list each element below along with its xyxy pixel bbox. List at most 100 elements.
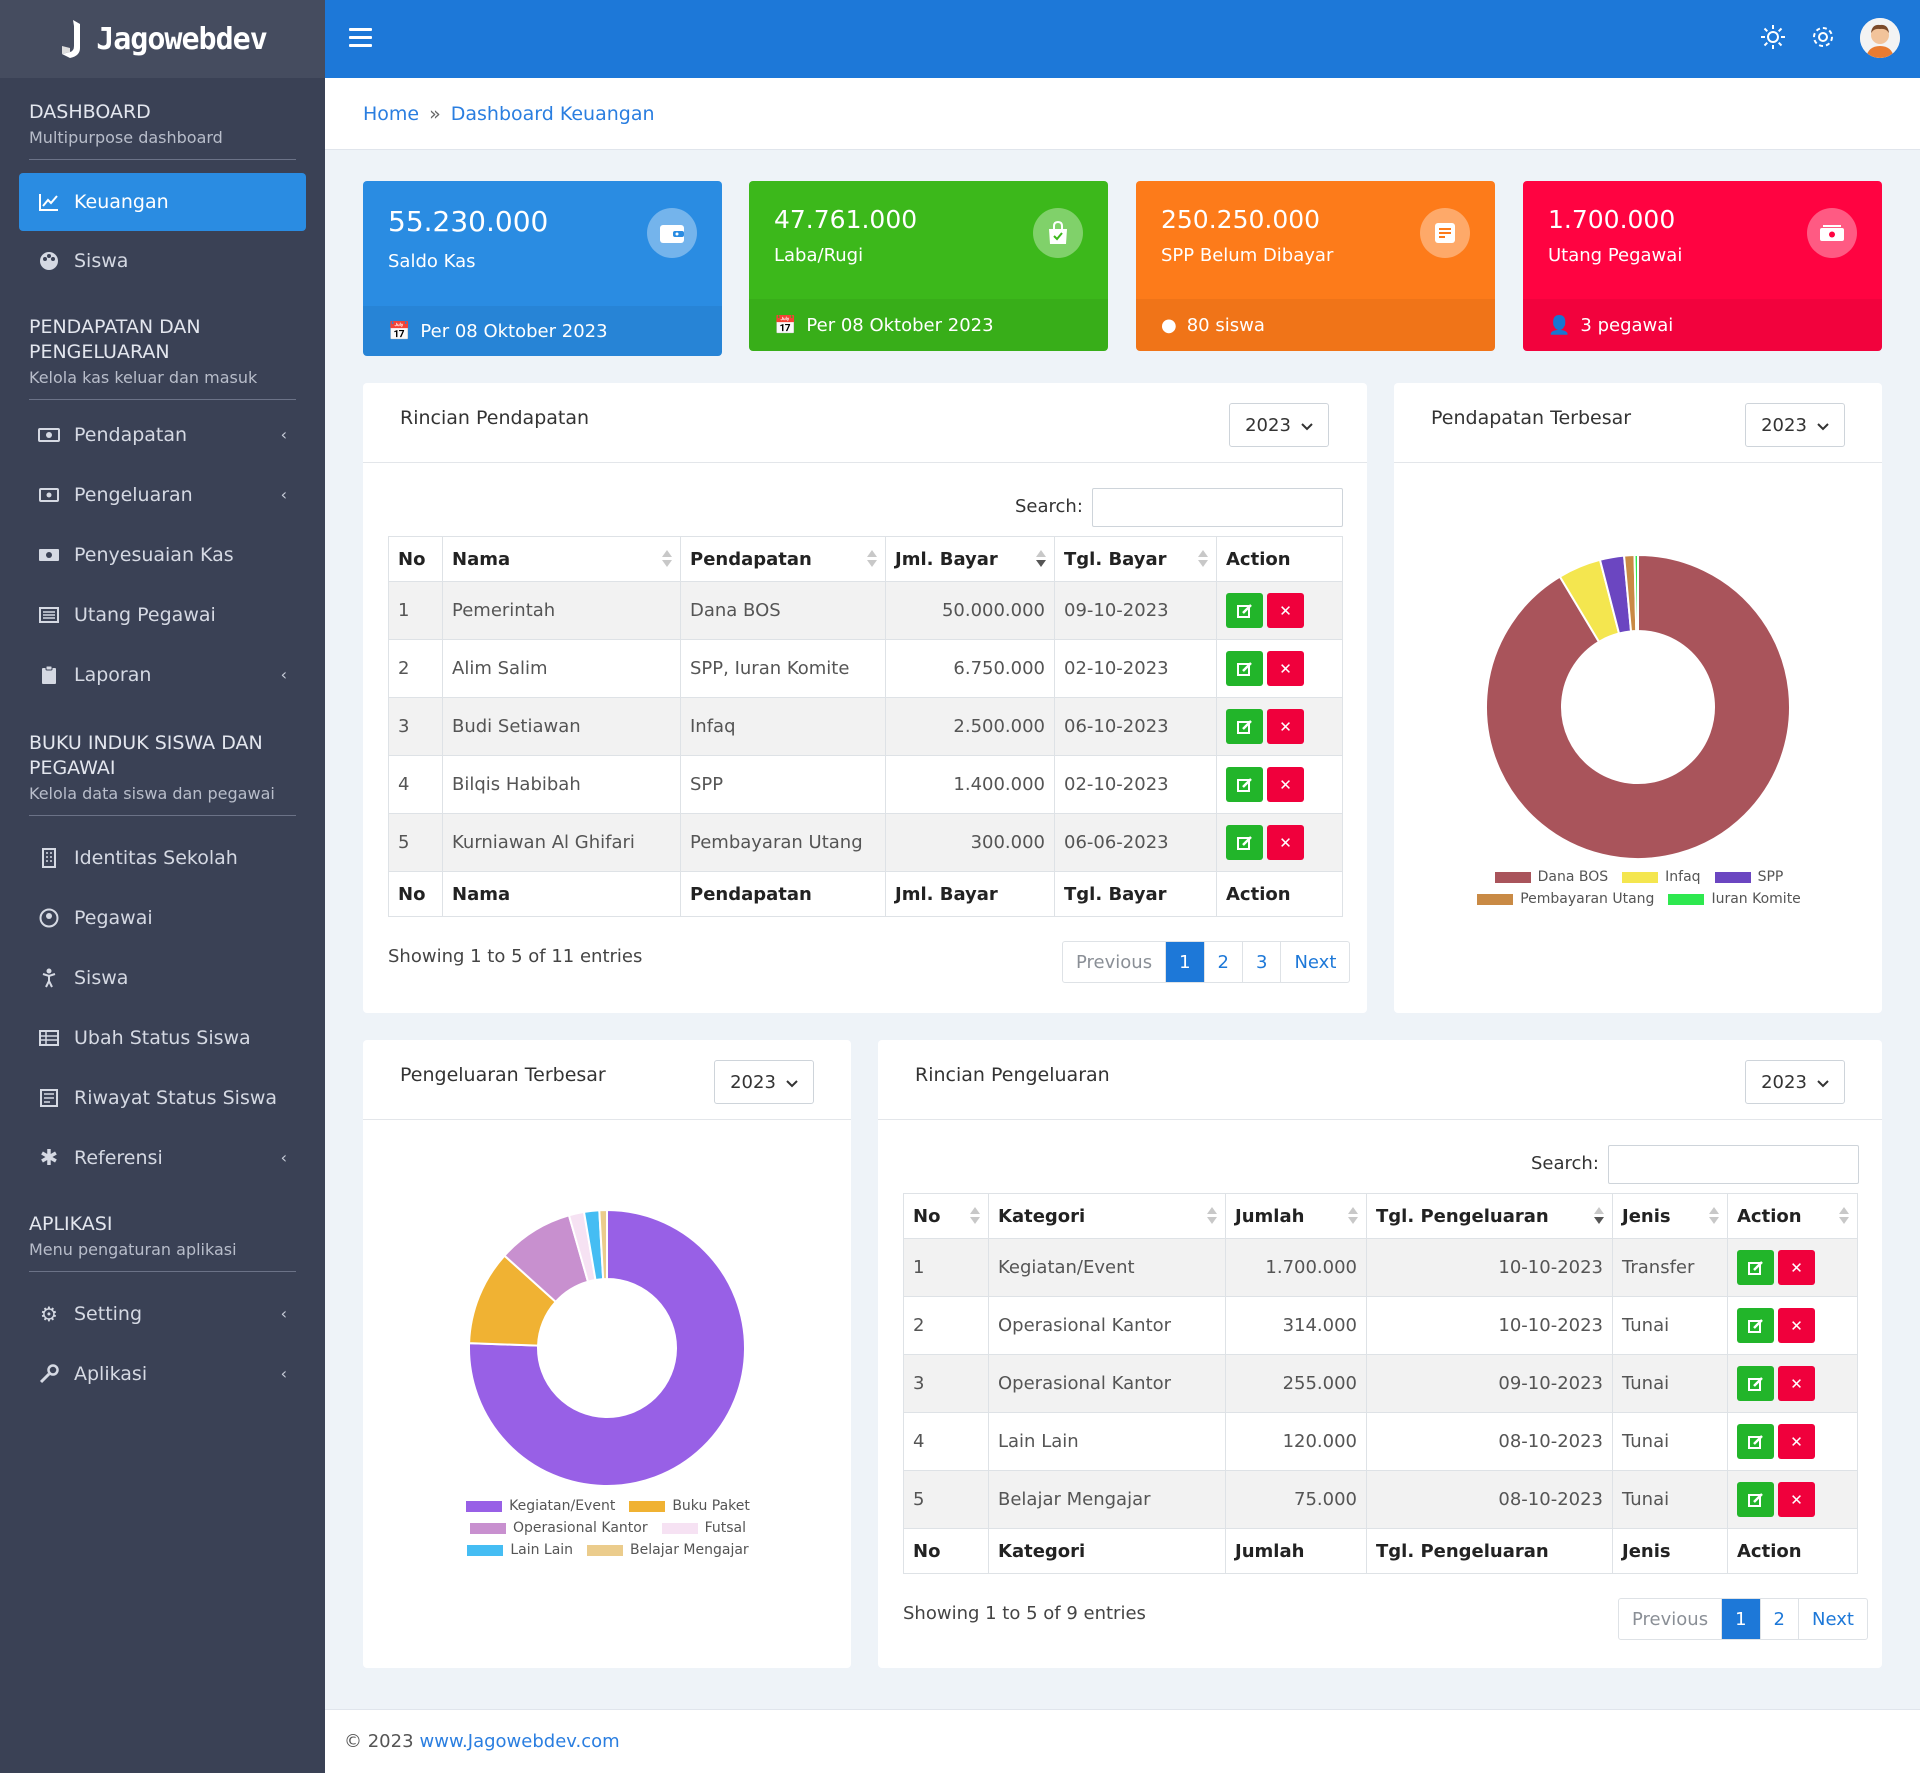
table-cell: SPP [680, 755, 886, 814]
delete-button[interactable]: ✕ [1267, 651, 1304, 686]
chart-slice-iuran-komite[interactable] [1633, 553, 1639, 633]
action-cell: ✕ [1216, 697, 1343, 756]
column-header[interactable]: Tgl. Bayar [1054, 536, 1217, 582]
year-select[interactable]: 2023 [1745, 403, 1845, 447]
hamburger-menu-icon[interactable] [349, 28, 372, 48]
pagination-previous[interactable]: Previous [1632, 1608, 1709, 1630]
column-header[interactable]: Kategori [988, 1193, 1226, 1239]
table-cell: Dana BOS [680, 581, 886, 640]
delete-button[interactable]: ✕ [1778, 1366, 1815, 1401]
sidebar-item-utang-pegawai[interactable]: Utang Pegawai [0, 585, 325, 645]
sidebar-item-pengeluaran[interactable]: Pengeluaran ‹ [0, 465, 325, 525]
sidebar-item-riwayat-status-siswa[interactable]: Riwayat Status Siswa [0, 1068, 325, 1128]
avatar[interactable] [1860, 18, 1900, 58]
sidebar-item-penyesuaian-kas[interactable]: Penyesuaian Kas [0, 525, 325, 585]
edit-button[interactable] [1737, 1250, 1774, 1285]
gear-icon[interactable] [1810, 24, 1836, 54]
legend-item[interactable]: Iuran Komite [1668, 891, 1801, 907]
pagination-next[interactable]: Next [1797, 1599, 1867, 1639]
sun-icon[interactable] [1760, 24, 1786, 54]
legend-item[interactable]: Buku Paket [629, 1498, 750, 1514]
breadcrumb-home-link[interactable]: Home [363, 102, 420, 125]
sidebar-item-aplikasi[interactable]: Aplikasi ‹ [0, 1344, 325, 1404]
chart-slice-dana-bos[interactable] [1485, 553, 1791, 860]
delete-button[interactable]: ✕ [1267, 709, 1304, 744]
search-input[interactable] [1608, 1145, 1859, 1184]
delete-button[interactable]: ✕ [1267, 825, 1304, 860]
edit-button[interactable] [1737, 1424, 1774, 1459]
legend-item[interactable]: Belajar Mengajar [587, 1542, 749, 1558]
pagination-page[interactable]: 1 [1165, 942, 1204, 982]
edit-button[interactable] [1226, 825, 1263, 860]
column-header[interactable]: Jenis [1612, 1193, 1728, 1239]
edit-button[interactable] [1737, 1366, 1774, 1401]
sidebar-item-identitas-sekolah[interactable]: Identitas Sekolah [0, 828, 325, 888]
column-header[interactable]: Jumlah [1225, 1193, 1367, 1239]
edit-button[interactable] [1737, 1308, 1774, 1343]
legend-swatch [466, 1500, 503, 1512]
delete-button[interactable]: ✕ [1778, 1250, 1815, 1285]
pagination-next[interactable]: Next [1280, 942, 1349, 982]
pagination-page[interactable]: 2 [1759, 1599, 1798, 1639]
action-cell: ✕ [1727, 1354, 1858, 1413]
brand[interactable]: Jagowebdev [0, 0, 325, 78]
chart-slice-belajar-mengajar[interactable] [598, 1208, 608, 1281]
legend-item[interactable]: Lain Lain [467, 1542, 573, 1558]
pagination-previous[interactable]: Previous [1076, 951, 1153, 973]
search-input[interactable] [1092, 488, 1343, 527]
legend-item[interactable]: Dana BOS [1494, 869, 1608, 885]
sidebar-item-laporan[interactable]: Laporan ‹ [0, 645, 325, 705]
footer-link[interactable]: www.Jagowebdev.com [419, 1731, 620, 1752]
stat-card-laba-rugi[interactable]: 47.761.000 Laba/Rugi 📅 Per 08 Oktober 20… [749, 181, 1108, 351]
year-select[interactable]: 2023 [1229, 403, 1329, 447]
column-header[interactable]: Nama [442, 536, 681, 582]
chart-slice-kegiatan-event[interactable] [468, 1208, 746, 1487]
legend-item[interactable]: Pembayaran Utang [1477, 891, 1654, 907]
legend-swatch [1494, 871, 1531, 883]
edit-button[interactable] [1226, 767, 1263, 802]
sidebar-item-siswa-dashboard[interactable]: Siswa [0, 231, 325, 291]
pagination-page[interactable]: 2 [1203, 942, 1242, 982]
stat-card-saldo-kas[interactable]: 55.230.000 Saldo Kas 📅 Per 08 Oktober 20… [363, 181, 722, 356]
sidebar-item-ubah-status-siswa[interactable]: Ubah Status Siswa [0, 1008, 325, 1068]
column-header[interactable]: Jml. Bayar [885, 536, 1055, 582]
breadcrumb: Home » Dashboard Keuangan [325, 78, 1920, 150]
legend-item[interactable]: Futsal [661, 1520, 746, 1536]
table-row: 4 Lain Lain 120.000 08-10-2023 Tunai ✕ [903, 1412, 1858, 1471]
column-header[interactable]: No [903, 1193, 989, 1239]
delete-button[interactable]: ✕ [1267, 767, 1304, 802]
delete-button[interactable]: ✕ [1267, 593, 1304, 628]
pagination-page[interactable]: 1 [1721, 1599, 1760, 1639]
sidebar-item-keuangan[interactable]: Keuangan [19, 173, 306, 231]
delete-button[interactable]: ✕ [1778, 1308, 1815, 1343]
stat-card-spp-belum-dibayar[interactable]: 250.250.000 SPP Belum Dibayar ● 80 siswa [1136, 181, 1495, 351]
year-select[interactable]: 2023 [714, 1060, 814, 1104]
edit-button[interactable] [1737, 1482, 1774, 1517]
sidebar-item-pendapatan[interactable]: Pendapatan ‹ [0, 405, 325, 465]
column-header[interactable]: Tgl. Pengeluaran [1366, 1193, 1613, 1239]
year-select[interactable]: 2023 [1745, 1060, 1845, 1104]
legend-item[interactable]: SPP [1714, 869, 1783, 885]
breadcrumb-current[interactable]: Dashboard Keuangan [450, 102, 655, 125]
sidebar-item-siswa[interactable]: Siswa [0, 948, 325, 1008]
column-header[interactable]: Action [1216, 536, 1343, 582]
legend-item[interactable]: Kegiatan/Event [466, 1498, 615, 1514]
sidebar-item-pegawai[interactable]: Pegawai [0, 888, 325, 948]
sidebar-item-setting[interactable]: ⚙ Setting ‹ [0, 1284, 325, 1344]
sidebar-item-referensi[interactable]: ✱ Referensi ‹ [0, 1128, 325, 1188]
delete-button[interactable]: ✕ [1778, 1424, 1815, 1459]
table-cell: 5 [388, 813, 443, 872]
legend-item[interactable]: Operasional Kantor [469, 1520, 648, 1536]
column-header[interactable]: Action [1727, 1193, 1858, 1239]
delete-button[interactable]: ✕ [1778, 1482, 1815, 1517]
legend-item[interactable]: Infaq [1622, 869, 1701, 885]
pagination-page[interactable]: 3 [1241, 942, 1280, 982]
edit-button[interactable] [1226, 709, 1263, 744]
edit-button[interactable] [1226, 593, 1263, 628]
sidebar-item-label: Pendapatan [74, 424, 188, 446]
stat-value: 250.250.000 [1161, 205, 1321, 234]
column-header[interactable]: No [388, 536, 443, 582]
stat-card-utang-pegawai[interactable]: 1.700.000 Utang Pegawai 👤 3 pegawai [1523, 181, 1882, 351]
column-header[interactable]: Pendapatan [680, 536, 886, 582]
edit-button[interactable] [1226, 651, 1263, 686]
